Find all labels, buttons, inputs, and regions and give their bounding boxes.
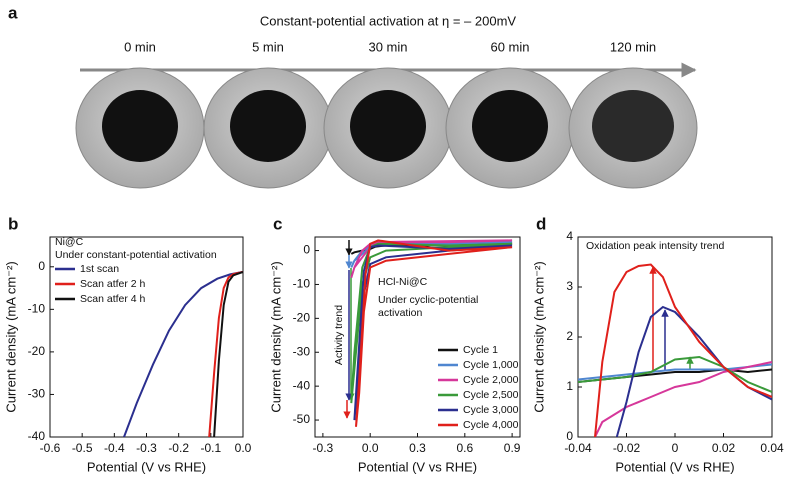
annotation: Under cyclic-potential xyxy=(378,294,478,306)
x-tick-label: -0.3 xyxy=(313,441,334,455)
time-label: 30 min xyxy=(368,39,407,54)
x-tick-label: 0.02 xyxy=(712,441,736,455)
y-tick-label: -10 xyxy=(28,302,46,316)
y-tick-label: -40 xyxy=(28,429,46,443)
y-tick-label: -10 xyxy=(293,277,311,291)
y-tick-label: 0 xyxy=(38,259,45,273)
x-tick-label: 0 xyxy=(672,441,679,455)
annotation: Activity trend xyxy=(333,305,345,365)
sample xyxy=(592,90,674,162)
time-label: 5 min xyxy=(252,39,284,54)
legend-label: 1st scan xyxy=(80,263,119,275)
sample xyxy=(230,90,306,162)
series-line xyxy=(353,244,513,421)
annotation: Oxidation peak intensity trend xyxy=(586,240,724,252)
y-tick-label: -20 xyxy=(293,311,311,325)
y-tick-label: 0 xyxy=(566,429,573,443)
legend-label: Scan atfer 2 h xyxy=(80,278,146,290)
series-line xyxy=(594,361,772,437)
time-label: 120 min xyxy=(610,39,656,54)
series-line xyxy=(213,270,243,437)
y-axis-label: Current density (mA cm⁻²) xyxy=(3,261,18,412)
sample xyxy=(472,90,548,162)
panel-label: a xyxy=(8,3,18,22)
trend-arrows xyxy=(343,240,694,419)
annotation: Ni@C xyxy=(55,236,84,248)
series-line xyxy=(578,355,772,393)
series-line xyxy=(594,263,772,437)
series-line xyxy=(208,270,243,437)
x-tick-label: -0.2 xyxy=(168,441,189,455)
y-tick-label: 4 xyxy=(566,229,573,243)
y-tick-label: 3 xyxy=(566,279,573,293)
x-tick-label: -0.4 xyxy=(104,441,125,455)
x-tick-label: 0.3 xyxy=(409,441,426,455)
panel-label: d xyxy=(536,214,546,233)
legend-label: Cycle 1,000 xyxy=(463,359,519,371)
legend-label: Cycle 3,000 xyxy=(463,404,519,416)
y-axis-label: Current density (mA cm⁻²) xyxy=(531,261,546,412)
annotation: HCl-Ni@C xyxy=(378,276,428,288)
x-axis-label: Potential (V vs RHE) xyxy=(358,459,477,474)
x-tick-label: -0.6 xyxy=(40,441,61,455)
x-tick-label: -0.3 xyxy=(136,441,157,455)
y-tick-label: -30 xyxy=(28,387,46,401)
y-tick-label: -50 xyxy=(293,412,311,426)
sample xyxy=(102,90,178,162)
series-line xyxy=(355,239,513,427)
x-tick-label: -0.1 xyxy=(200,441,221,455)
y-tick-label: -40 xyxy=(293,378,311,392)
legend-label: Cycle 2,500 xyxy=(463,389,519,401)
panel-label: c xyxy=(273,214,282,233)
plot-frame xyxy=(49,236,244,438)
sample xyxy=(350,90,426,162)
x-tick-label: 0.0 xyxy=(362,441,379,455)
y-tick-label: -30 xyxy=(293,344,311,358)
legend-label: Cycle 4,000 xyxy=(463,419,519,431)
time-label: 60 min xyxy=(490,39,529,54)
series-line xyxy=(350,242,513,404)
legend-label: Cycle 2,000 xyxy=(463,374,519,386)
y-tick-label: 1 xyxy=(566,379,573,393)
time-label: 0 min xyxy=(124,39,156,54)
annotation: Under constant-potential activation xyxy=(55,249,217,261)
legend-label: Cycle 1 xyxy=(463,344,498,356)
x-axis-label: Potential (V vs RHE) xyxy=(87,459,206,474)
x-tick-label: -0.04 xyxy=(564,441,592,455)
x-axis-label: Potential (V vs RHE) xyxy=(615,459,734,474)
x-tick-label: 0.6 xyxy=(456,441,473,455)
annotation: activation xyxy=(378,307,423,319)
x-tick-label: 0.0 xyxy=(235,441,252,455)
panel-title: Constant-potential activation at η = – 2… xyxy=(260,13,517,28)
x-tick-label: 0.04 xyxy=(760,441,784,455)
x-tick-label: 0.9 xyxy=(504,441,521,455)
y-tick-label: 2 xyxy=(566,329,573,343)
y-tick-label: -20 xyxy=(28,344,46,358)
series-line xyxy=(123,270,243,437)
x-tick-label: -0.5 xyxy=(72,441,93,455)
y-axis-label: Current density (mA cm⁻²) xyxy=(268,261,283,412)
x-tick-label: -0.02 xyxy=(613,441,641,455)
y-tick-label: 0 xyxy=(303,243,310,257)
legend-label: Scan atfer 4 h xyxy=(80,293,146,305)
panel-label: b xyxy=(8,214,18,233)
disk-photos xyxy=(75,67,698,189)
